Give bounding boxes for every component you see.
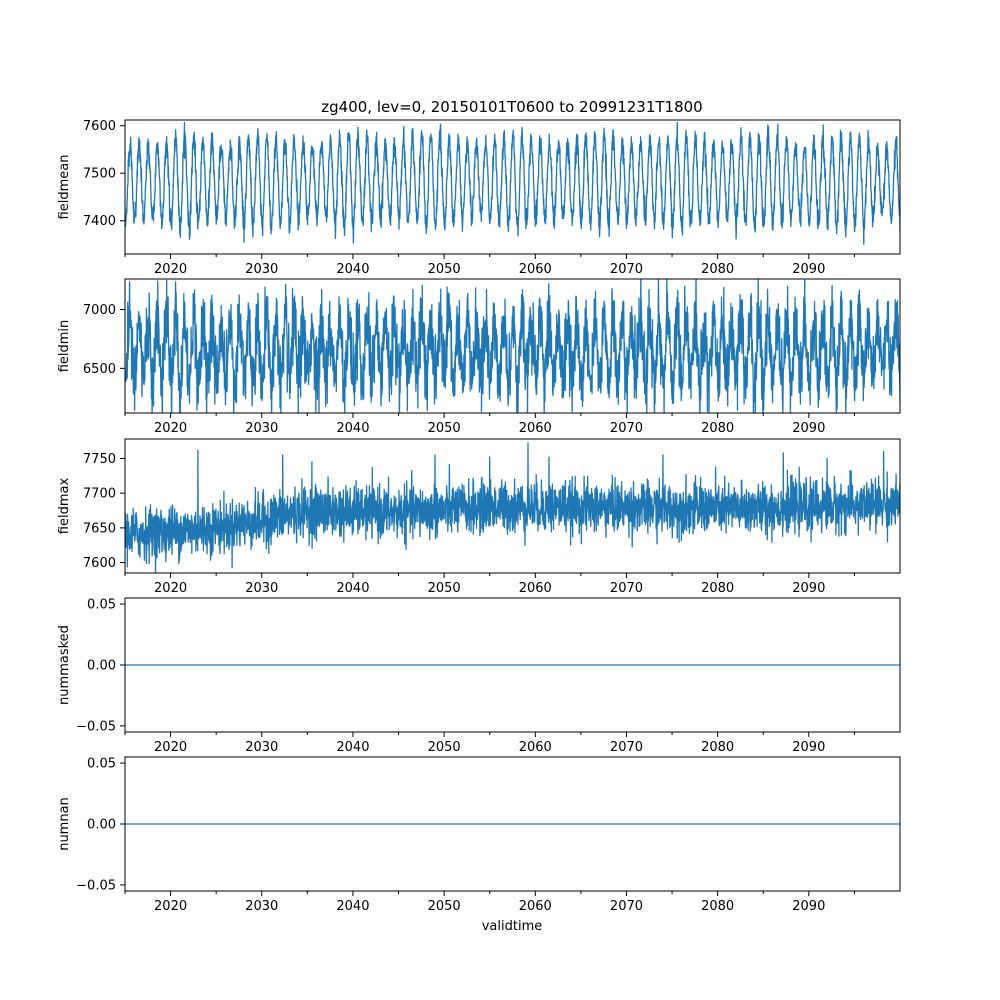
figure-title: zg400, lev=0, 20150101T0600 to 20991231T… [321, 98, 702, 116]
x-tick-label: 2050 [428, 899, 461, 914]
y-tick-label: −0.05 [76, 878, 116, 893]
y-axis-label-nummasked: nummasked [57, 625, 72, 705]
x-tick-label: 2070 [610, 899, 643, 914]
x-tick-label: 2050 [428, 740, 461, 755]
panel-fieldmean: 2020 2030 2040 2050 2060 2070 2080 2090 7400 7500… [57, 119, 901, 277]
x-tick-label: 2060 [519, 899, 552, 914]
y-axis-label-fieldmin: fieldmin [57, 320, 72, 373]
x-tick-label: 2030 [245, 581, 278, 596]
y-tick-label: 0.05 [87, 757, 116, 772]
x-tick-label: 2040 [336, 740, 369, 755]
y-tick-label: 0.00 [87, 818, 116, 833]
x-tick-label: 2060 [519, 262, 552, 277]
x-tick-label: 2070 [610, 581, 643, 596]
x-tick-label: 2050 [428, 421, 461, 436]
y-tick-label: 0.00 [87, 659, 116, 674]
x-tick-label: 2060 [519, 581, 552, 596]
y-tick-label: 7500 [83, 167, 116, 182]
x-axis-label: validtime [482, 919, 543, 934]
y-tick-label: 7600 [83, 119, 116, 134]
x-tick-label: 2040 [336, 899, 369, 914]
axes-frame-fieldmean [124, 119, 901, 255]
x-tick-label: 2060 [519, 740, 552, 755]
x-tick-label: 2070 [610, 421, 643, 436]
x-tick-label: 2080 [701, 421, 734, 436]
y-tick-label: 7600 [83, 556, 116, 571]
panel-numnan: 2020 2030 2040 2050 2060 2070 2080 2090 −0.05 0.0… [57, 756, 901, 914]
y-axis-label-fieldmax: fieldmax [57, 478, 72, 535]
series-line-fieldmax [125, 442, 900, 573]
y-tick-label: 0.05 [87, 598, 116, 613]
x-tick-label: 2020 [154, 581, 187, 596]
x-tick-label: 2020 [154, 262, 187, 277]
x-tick-label: 2040 [336, 581, 369, 596]
x-tick-label: 2070 [610, 262, 643, 277]
x-tick-label: 2020 [154, 421, 187, 436]
x-tick-label: 2080 [701, 740, 734, 755]
y-tick-label: −0.05 [76, 719, 116, 734]
x-tick-label: 2050 [428, 581, 461, 596]
x-tick-label: 2090 [792, 740, 825, 755]
x-tick-label: 2020 [154, 740, 187, 755]
x-tick-label: 2030 [245, 899, 278, 914]
x-tick-label: 2020 [154, 899, 187, 914]
x-tick-label: 2030 [245, 262, 278, 277]
panel-nummasked: 2020 2030 2040 2050 2060 2070 2080 2090 −0.05 0.0… [57, 597, 901, 755]
x-tick-label: 2070 [610, 740, 643, 755]
x-tick-label: 2080 [701, 262, 734, 277]
x-tick-label: 2080 [701, 581, 734, 596]
x-tick-label: 2040 [336, 262, 369, 277]
x-tick-label: 2060 [519, 421, 552, 436]
y-tick-label: 7650 [83, 521, 116, 536]
x-tick-label: 2090 [792, 899, 825, 914]
x-tick-label: 2030 [245, 421, 278, 436]
x-tick-label: 2030 [245, 740, 278, 755]
subplot-panels: 2020 2030 2040 2050 2060 2070 2080 2090 7400 7500… [57, 119, 901, 914]
panel-fieldmax: 2020 2030 2040 2050 2060 2070 2080 2090 7600 7650… [57, 438, 901, 596]
panel-fieldmin: 2020 2030 2040 2050 2060 2070 2080 2090 6500 7000… [57, 278, 901, 436]
series-line-fieldmean [125, 121, 900, 245]
y-tick-label: 6500 [83, 362, 116, 377]
axes-frame-fieldmin [124, 278, 901, 414]
y-tick-label: 7000 [83, 303, 116, 318]
y-axis-label-fieldmean: fieldmean [57, 155, 72, 220]
axes-frame-fieldmax [124, 438, 901, 574]
y-axis-label-numnan: numnan [57, 797, 72, 851]
x-tick-label: 2050 [428, 262, 461, 277]
x-tick-label: 2090 [792, 262, 825, 277]
series-line-fieldmin [125, 279, 900, 413]
y-tick-label: 7400 [83, 214, 116, 229]
x-tick-label: 2040 [336, 421, 369, 436]
x-tick-label: 2090 [792, 581, 825, 596]
y-tick-label: 7700 [83, 487, 116, 502]
y-tick-label: 7750 [83, 452, 116, 467]
x-tick-label: 2090 [792, 421, 825, 436]
x-tick-label: 2080 [701, 899, 734, 914]
